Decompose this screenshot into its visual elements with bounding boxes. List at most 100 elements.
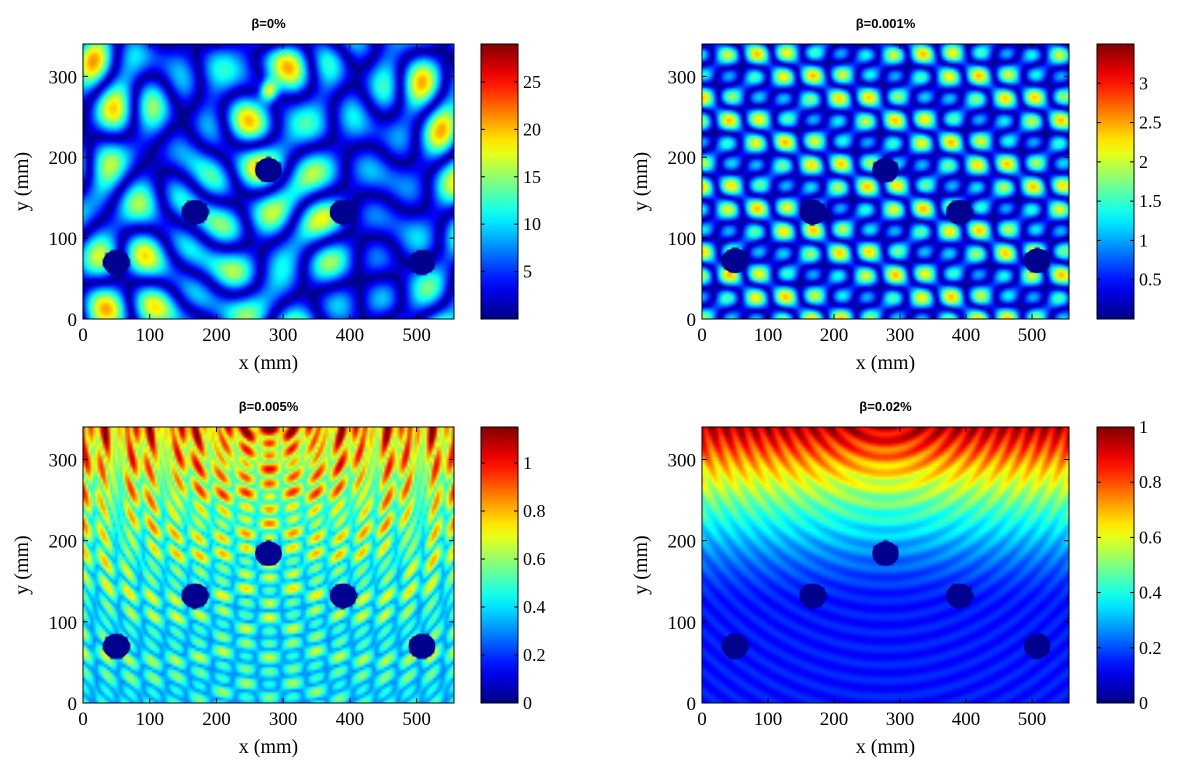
colorbar-tick-label: 2	[1139, 152, 1148, 172]
colorbar-tick-label: 15	[523, 167, 541, 187]
colorbar-tick-label: 0.6	[1139, 527, 1162, 547]
colorbar-tick-label: 0.8	[1139, 472, 1162, 492]
panel-title: β=0.001%	[856, 16, 916, 31]
colorbar-tick-label: 1	[1139, 230, 1148, 250]
x-tick-label: 200	[202, 709, 231, 730]
y-axis-label: y (mm)	[11, 152, 33, 211]
x-tick-label: 500	[1018, 709, 1047, 730]
x-tick-label: 300	[886, 709, 915, 730]
colorbar-tick-label: 3	[1139, 73, 1148, 93]
colorbar-tick-label: 0.2	[1139, 638, 1162, 658]
obstacle-5	[408, 250, 436, 275]
colorbar-tick-label: 0.4	[1139, 583, 1162, 603]
x-tick-label: 400	[336, 325, 365, 346]
x-tick-label: 500	[402, 325, 431, 346]
x-tick-label: 200	[202, 325, 231, 346]
x-tick-label: 200	[820, 325, 849, 346]
obstacle-4	[329, 200, 357, 225]
x-tick-label: 400	[336, 709, 365, 730]
y-axis-label: y (mm)	[11, 535, 33, 594]
colorbar-tick-label: 0.6	[523, 549, 546, 569]
panel-title: β=0.02%	[859, 399, 912, 414]
panel-2: β=0.001% 0 100 200 300 400 500 0 100 200 300 x (mm)…	[630, 16, 1162, 374]
x-tick-label: 400	[952, 709, 981, 730]
obstacle-1	[721, 634, 749, 659]
colorbar-tick-label: 0.2	[523, 645, 546, 665]
obstacle-3	[255, 158, 282, 183]
x-tick-label: 200	[820, 709, 849, 730]
y-tick-label: 100	[49, 613, 78, 634]
y-tick-label: 300	[668, 450, 697, 471]
y-axis-label: y (mm)	[630, 152, 652, 211]
y-tick-label: 200	[49, 532, 78, 553]
x-tick-label: 0	[78, 709, 88, 730]
colorbar-tick-label: 0.8	[523, 501, 546, 521]
x-tick-label: 100	[754, 709, 783, 730]
panel-title: β=0%	[251, 16, 286, 31]
x-axis-label: x (mm)	[239, 352, 298, 374]
obstacle-4	[946, 200, 973, 225]
x-tick-label: 500	[1018, 325, 1047, 346]
y-tick-label: 0	[687, 310, 697, 331]
y-tick-label: 200	[668, 532, 697, 553]
x-axis-label: x (mm)	[239, 736, 298, 758]
y-tick-label: 100	[49, 229, 78, 250]
colorbar-tick-label: 0	[523, 693, 532, 713]
colorbar-tick-label: 10	[523, 214, 541, 234]
y-tick-label: 100	[668, 613, 697, 634]
x-tick-label: 0	[78, 325, 88, 346]
colorbar-tick-label: 1	[523, 453, 532, 473]
axes-frame	[82, 426, 455, 704]
obstacle-4	[329, 583, 357, 609]
colorbar-tick-label: 0.5	[1139, 270, 1162, 290]
x-tick-label: 300	[886, 325, 915, 346]
obstacle-2	[799, 583, 827, 609]
colorbar-tick-label: 5	[523, 262, 532, 282]
panel-3: β=0.005% 0 100 200 300 400 500 0 100 200 300 x (mm)…	[11, 399, 546, 758]
colorbar	[480, 43, 519, 320]
y-tick-label: 300	[668, 67, 697, 88]
y-tick-label: 200	[668, 148, 697, 169]
x-tick-label: 0	[697, 325, 707, 346]
panel-1: β=0% 0 100 200 300 400 500 0 100 200 300 x (mm) y (m…	[11, 16, 541, 374]
colorbar	[1096, 43, 1135, 320]
obstacle-5	[408, 634, 436, 659]
obstacle-4	[946, 583, 973, 609]
x-axis-label: x (mm)	[856, 352, 915, 374]
obstacle-3	[255, 541, 282, 566]
x-tick-label: 300	[269, 709, 298, 730]
y-tick-label: 100	[668, 229, 697, 250]
y-tick-label: 0	[687, 694, 697, 715]
x-tick-label: 300	[269, 325, 298, 346]
obstacle-5	[1024, 634, 1051, 659]
colorbar-tick-label: 0	[1139, 693, 1148, 713]
x-tick-label: 400	[952, 325, 981, 346]
colorbar-tick-label: 20	[523, 119, 541, 139]
y-tick-label: 0	[68, 310, 78, 331]
y-tick-label: 0	[68, 694, 78, 715]
obstacle-2	[181, 583, 209, 609]
x-tick-label: 500	[402, 709, 431, 730]
y-axis-label: y (mm)	[630, 535, 652, 594]
obstacle-1	[721, 248, 749, 273]
x-tick-label: 100	[754, 325, 783, 346]
obstacle-2	[799, 200, 827, 225]
axes-frame	[701, 426, 1070, 704]
x-tick-label: 100	[135, 325, 164, 346]
colorbar-tick-label: 1.5	[1139, 191, 1162, 211]
y-tick-label: 200	[49, 148, 78, 169]
colorbar	[1096, 426, 1135, 704]
y-tick-label: 300	[49, 67, 78, 88]
y-tick-label: 300	[49, 450, 78, 471]
colorbar-tick-label: 0.4	[523, 597, 546, 617]
x-tick-label: 100	[135, 709, 164, 730]
obstacle-3	[872, 541, 899, 566]
obstacle-1	[103, 250, 130, 275]
panel-4: β=0.02% 0 100 200 300 400 500 0 100 200 300 x (mm) y…	[630, 399, 1162, 758]
axes-frame	[82, 43, 455, 320]
x-tick-label: 0	[697, 709, 707, 730]
colorbar-tick-label: 1	[1139, 417, 1148, 437]
axes-frame	[701, 43, 1070, 320]
x-axis-label: x (mm)	[856, 736, 915, 758]
